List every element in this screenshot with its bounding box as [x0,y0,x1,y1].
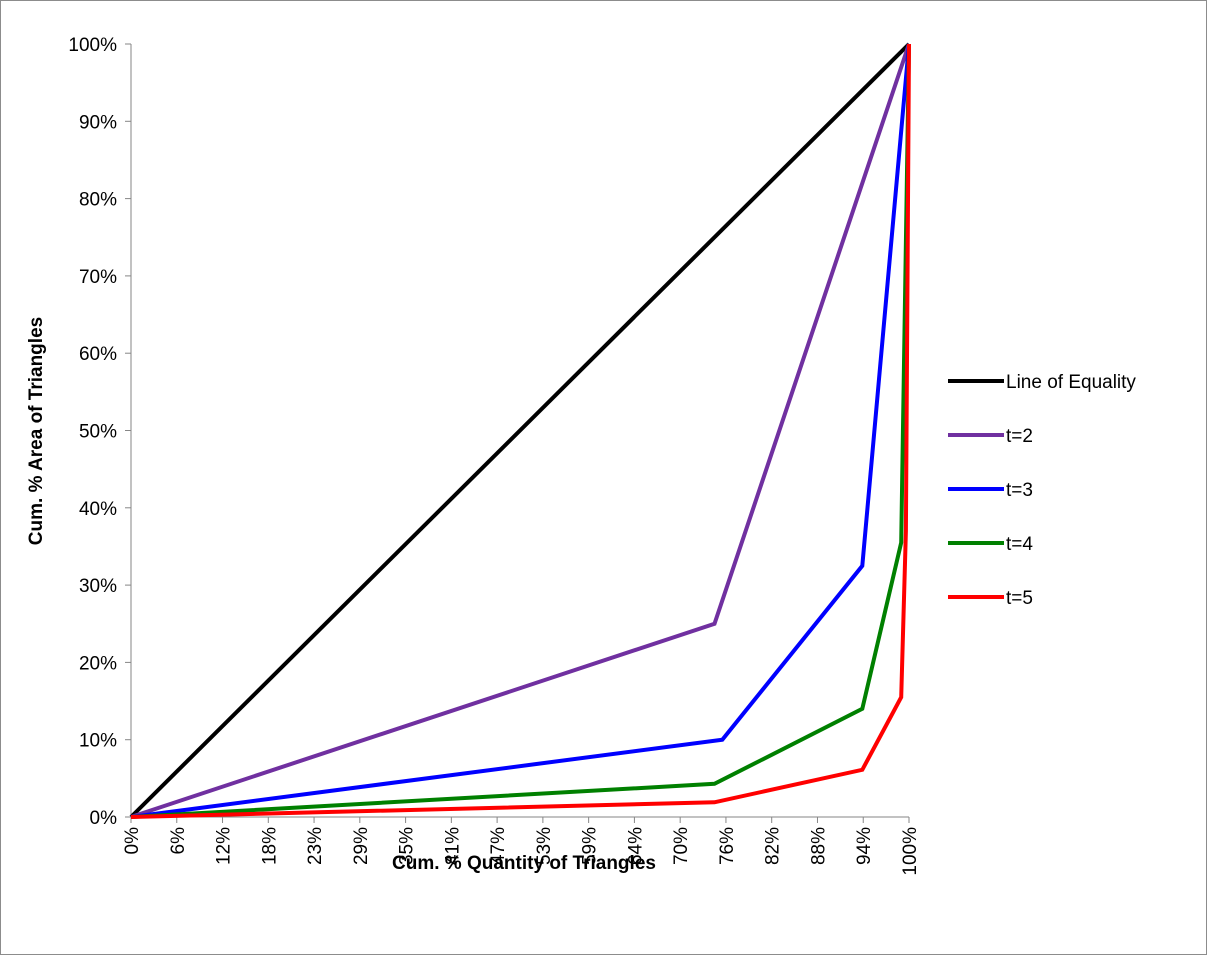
x-tick-label: 82% [763,827,784,865]
y-tick-label: 70% [79,267,117,288]
y-tick-label: 30% [79,576,117,597]
legend-label: t=3 [1006,480,1033,501]
x-tick-label: 12% [214,827,235,865]
x-tick-label: 64% [625,827,646,865]
x-tick-labels: 0% 6% 12% 18% 23% 29% 35% 41% 47% 53% 59% 64% 70% 76%… [122,827,921,876]
y-tick-label: 0% [90,808,118,829]
y-tick-label: 90% [79,112,117,133]
y-tick-label: 50% [79,422,117,443]
x-tick-label: 94% [854,827,875,865]
series-line-2 [130,43,911,819]
legend-label: t=5 [1006,588,1033,609]
x-tick-label: 88% [808,827,829,865]
x-tick-label: 100% [900,827,921,876]
series-line-4 [130,43,911,819]
y-axis-title: Cum. % Area of Triangles [26,317,47,545]
y-tick-label: 100% [68,35,117,56]
x-tick-label: 47% [488,827,509,865]
x-tick-label: 29% [351,827,372,865]
y-tick-label: 10% [79,731,117,752]
x-tick-label: 76% [717,827,738,865]
series-line-3 [130,43,911,819]
x-tick-label: 18% [259,827,280,865]
x-tick-label: 35% [397,827,418,865]
series-line-1 [130,43,911,819]
x-tick-label: 59% [580,827,601,865]
x-tick-label: 0% [122,827,143,855]
legend: Line of Equality t=2 t=3 t=4 t=5 [948,372,1136,609]
legend-label: t=2 [1006,426,1033,447]
x-tick-label: 6% [168,827,189,855]
y-tick-label: 40% [79,499,117,520]
x-tick-label: 41% [442,827,463,865]
legend-label: Line of Equality [1006,372,1136,393]
x-tick-label: 53% [534,827,555,865]
y-tick-label: 80% [79,190,117,211]
y-tick-labels: 0% 10% 20% 30% 40% 50% 60% 70% 80% 90% 100% [68,35,117,829]
x-tick-label: 23% [305,827,326,865]
axes [125,43,910,823]
legend-label: t=4 [1006,534,1033,555]
x-axis-title: Cum. % Quantity of Triangles [392,853,656,874]
y-tick-label: 60% [79,344,117,365]
series-line-0 [129,42,911,819]
x-tick-label: 70% [671,827,692,865]
series-lines [129,42,911,819]
y-tick-label: 20% [79,653,117,674]
